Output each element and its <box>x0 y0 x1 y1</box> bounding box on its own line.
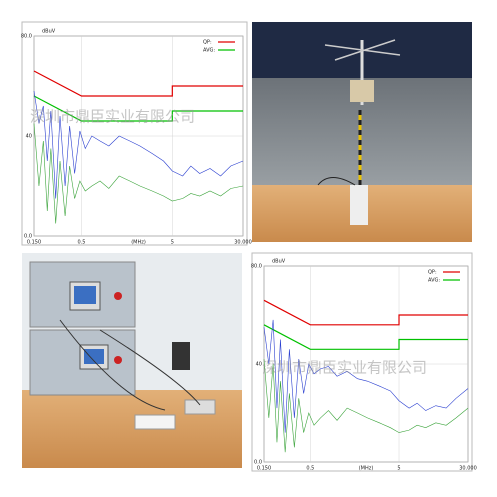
series-line <box>263 324 468 350</box>
series-line <box>263 319 469 433</box>
legend-label: QP: <box>428 270 437 276</box>
x-tick-label: 0.150 <box>257 466 271 472</box>
y-axis-label: dBuV <box>272 259 286 265</box>
x-axis-label: (MHz) <box>359 466 374 472</box>
x-tick-label: 5 <box>397 466 400 472</box>
watermark: 深圳市鼎臣实业有限公司 <box>30 108 195 126</box>
series-line <box>263 359 469 453</box>
photo-bench <box>22 253 242 468</box>
y-tick-label: 0.0 <box>254 460 262 466</box>
emi-chart: 80.0 40 0.00.150 0.5 5 30.000 dBuV (MHz) QP: AVG: <box>21 29 252 246</box>
x-tick-label: 0.5 <box>306 466 314 472</box>
x-tick-label: 0.5 <box>78 240 86 246</box>
legend-label: AVG: <box>203 48 215 54</box>
y-tick-label: 80.0 <box>251 264 262 270</box>
emi-chart: 80.0 40 0.00.150 0.5 5 30.000 dBuV (MHz) QP: AVG: <box>251 259 477 472</box>
y-axis-label: dBuV <box>42 29 56 35</box>
series-line <box>33 123 244 224</box>
series-line <box>33 70 243 97</box>
x-tick-label: 30.000 <box>459 466 477 472</box>
y-tick-label: 0.0 <box>24 234 32 240</box>
y-tick-label: 40 <box>26 134 32 140</box>
legend-label: QP: <box>203 40 212 46</box>
photo-chamber <box>252 22 472 242</box>
x-tick-label: 0.150 <box>27 240 41 246</box>
y-tick-label: 40 <box>256 362 262 368</box>
watermark: 深圳市鼎臣实业有限公司 <box>262 359 427 377</box>
legend-label: AVG: <box>428 278 440 284</box>
x-axis-label: (MHz) <box>131 240 146 246</box>
x-tick-label: 30.000 <box>234 240 252 246</box>
y-tick-label: 80.0 <box>21 34 32 40</box>
series-line <box>33 95 243 122</box>
series-line <box>263 299 468 326</box>
series-line <box>33 90 244 199</box>
x-tick-label: 5 <box>171 240 174 246</box>
